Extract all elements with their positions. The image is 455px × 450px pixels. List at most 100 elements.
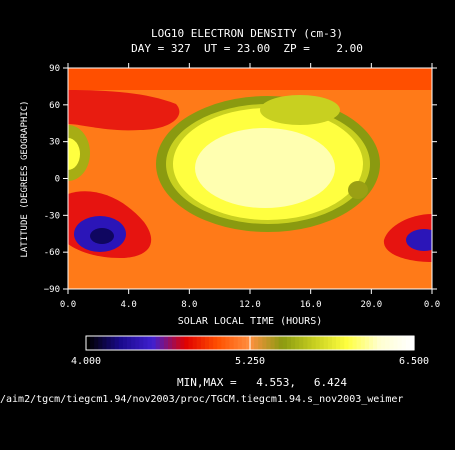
source-path: /aim2/tgcm/tiegcm1.94/nov2003/proc/TGCM.…: [0, 394, 403, 405]
chart-title: LOG10 ELECTRON DENSITY (cm-3): [151, 27, 343, 40]
max-value: 6.424: [314, 376, 347, 389]
colorbar-segment: [360, 336, 366, 350]
colorbar-segment: [163, 336, 169, 350]
colorbar-segment: [405, 336, 411, 350]
colorbar-segment: [278, 336, 284, 350]
colorbar-segment: [250, 336, 255, 350]
colorbar-segment: [172, 336, 177, 350]
colorbar-segment: [90, 336, 95, 350]
colorbar-segment: [274, 336, 280, 350]
colorbar-segment: [262, 336, 267, 350]
y-tick-label: -60: [44, 248, 60, 258]
colorbar-segment: [106, 336, 112, 350]
x-tick-label: 0.0: [424, 300, 440, 310]
colorbar-segment: [266, 336, 272, 350]
colorbar: 4.000 5.250 6.500: [71, 335, 429, 367]
colorbar-segment: [381, 336, 386, 350]
colorbar-segment: [188, 336, 194, 350]
colorbar-segment: [131, 336, 136, 350]
colorbar-segment: [389, 336, 395, 350]
heatmap-left-edge-yellow-lobe: [68, 138, 80, 170]
colorbar-segment: [299, 336, 304, 350]
colorbar-segment: [168, 336, 173, 350]
colorbar-segment: [139, 336, 144, 350]
chart-subtitle: DAY = 327 UT = 23.00 ZP = 2.00: [131, 42, 363, 55]
y-axis-label: LATITUDE (DEGREES GEOGRAPHIC): [20, 100, 30, 257]
colorbar-segment: [336, 336, 341, 350]
heatmap-northern-dark-region: [68, 90, 180, 131]
colorbar-segment: [393, 336, 399, 350]
colorbar-segment: [409, 336, 415, 350]
colorbar-segment: [286, 336, 292, 350]
heatmap-southern-low-density-core: [90, 228, 114, 244]
heatmap-band-top: [68, 68, 432, 90]
heatmap-northern-green-patch: [260, 95, 340, 125]
colorbar-segment: [237, 336, 243, 350]
colorbar-segment: [118, 336, 124, 350]
colorbar-segment: [184, 336, 190, 350]
colorbar-segment: [122, 336, 128, 350]
colorbar-segment: [217, 336, 222, 350]
heatmap-daytime-bright-core: [195, 128, 335, 208]
colorbar-segment: [176, 336, 181, 350]
colorbar-segment: [340, 336, 345, 350]
colorbar-segment: [311, 336, 317, 350]
colorbar-tick-label: 6.500: [399, 356, 429, 367]
colorbar-segment: [368, 336, 374, 350]
colorbar-segment: [209, 336, 214, 350]
x-axis-label: SOLAR LOCAL TIME (HOURS): [178, 316, 323, 327]
y-tick-label: −90: [44, 285, 60, 295]
colorbar-segment: [315, 336, 321, 350]
colorbar-tick-label: 5.250: [235, 356, 265, 367]
colorbar-segment: [94, 336, 99, 350]
minmax-label: MIN,MAX =: [177, 376, 237, 389]
colorbar-segment: [204, 336, 210, 350]
colorbar-segment: [200, 336, 206, 350]
colorbar-segment: [229, 336, 235, 350]
y-tick-label: 0: [55, 175, 60, 185]
colorbar-segment: [155, 336, 161, 350]
colorbar-segment: [373, 336, 378, 350]
colorbar-segment: [307, 336, 313, 350]
colorbar-segment: [332, 336, 337, 350]
y-axis: 90 60 30 0 -30 -60 −90: [44, 64, 437, 295]
x-tick-label: 0.0: [60, 300, 76, 310]
colorbar-segment: [192, 336, 198, 350]
colorbar-segment: [295, 336, 300, 350]
min-value: 4.553,: [256, 376, 296, 389]
y-tick-label: 30: [49, 138, 60, 148]
colorbar-segment: [180, 336, 185, 350]
colorbar-segment: [291, 336, 296, 350]
colorbar-segment: [344, 336, 349, 350]
colorbar-segment: [102, 336, 108, 350]
colorbar-segment: [241, 336, 247, 350]
colorbar-segment: [245, 336, 251, 350]
colorbar-segment: [86, 336, 91, 350]
colorbar-segment: [364, 336, 370, 350]
y-tick-label: -30: [44, 211, 60, 221]
colorbar-segment: [196, 336, 202, 350]
colorbar-segment: [303, 336, 308, 350]
colorbar-segment: [282, 336, 288, 350]
colorbar-segment: [385, 336, 390, 350]
heatmap-plot: [68, 68, 432, 289]
colorbar-segment: [159, 336, 165, 350]
colorbar-segment: [401, 336, 407, 350]
colorbar-segment: [225, 336, 231, 350]
colorbar-segment: [258, 336, 263, 350]
colorbar-segment: [352, 336, 358, 350]
colorbar-segment: [135, 336, 140, 350]
colorbar-segment: [254, 336, 259, 350]
colorbar-tick-label: 4.000: [71, 356, 101, 367]
colorbar-segment: [221, 336, 226, 350]
y-tick-label: 90: [49, 64, 60, 74]
colorbar-segment: [348, 336, 354, 350]
colorbar-segment: [397, 336, 403, 350]
colorbar-segment: [98, 336, 103, 350]
colorbar-segment: [213, 336, 218, 350]
colorbar-segment: [147, 336, 153, 350]
colorbar-segment: [356, 336, 362, 350]
colorbar-segment: [270, 336, 276, 350]
colorbar-segment: [323, 336, 329, 350]
